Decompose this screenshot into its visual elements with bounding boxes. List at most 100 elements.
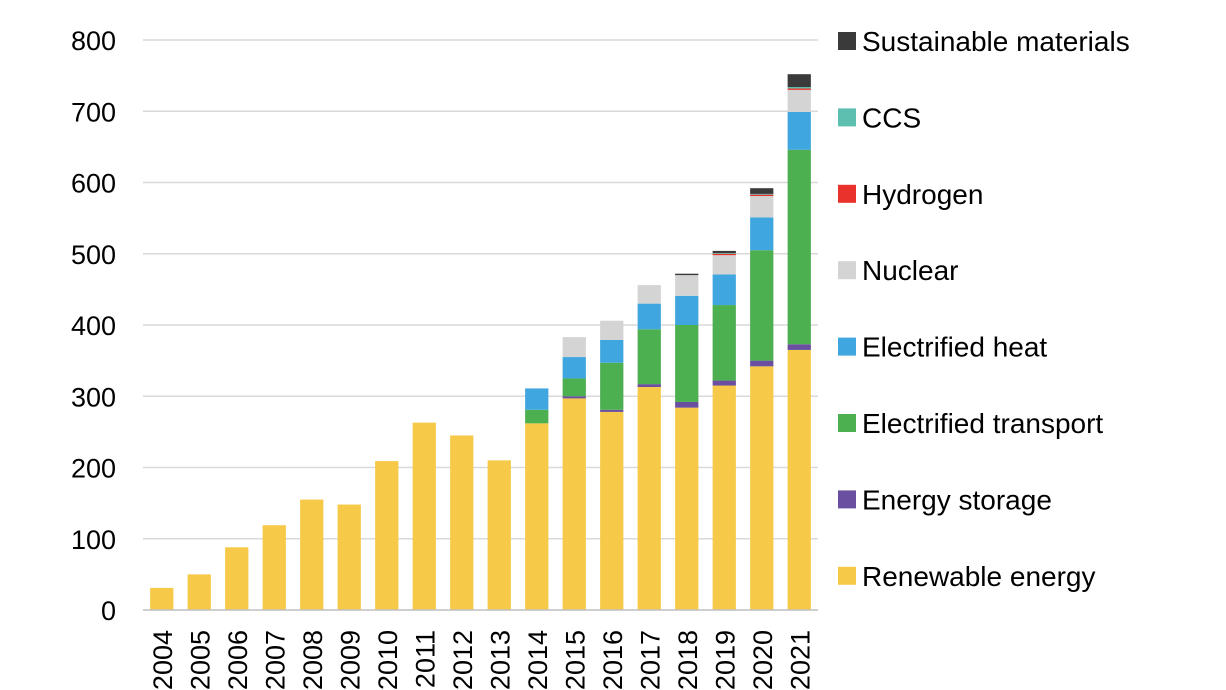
bar-2016-electrified-transport [600,362,624,410]
bar-2015-energy-storage [562,396,586,399]
bar-2014-electrified-transport [525,409,549,424]
bar-2020-nuclear [750,196,774,218]
bar-2019-electrified-transport [712,305,736,381]
bar-2021-electrified-heat [787,111,811,150]
legend-swatch [838,108,856,127]
bar-2014-renewable-energy [525,423,549,610]
bar-2012-renewable-energy [450,435,474,610]
bar-2020-sustainable-materials [750,188,774,194]
legend-label: Energy storage [862,484,1052,515]
bar-2020-renewable-energy [750,366,774,610]
bar-2020-electrified-heat [750,217,774,251]
bar-2015-nuclear [562,337,586,358]
bar-2017-nuclear [637,285,661,304]
legend-label: Hydrogen [862,179,983,210]
bar-stack-2016 [600,320,624,610]
bar-2021-hydrogen [787,88,811,90]
bar-stack-2006 [225,547,249,610]
legend-label: Electrified transport [862,408,1103,439]
bar-2005-renewable-energy [187,574,211,610]
bar-stack-2018 [675,273,699,610]
y-tick-label-400: 400 [71,311,116,341]
bar-2009-renewable-energy [337,504,361,610]
bar-2019-electrified-heat [712,274,736,306]
bar-stack-2009 [337,504,361,610]
legend-swatch [838,566,856,585]
x-tick-label-2013: 2013 [485,630,515,690]
bar-2015-electrified-transport [562,378,586,397]
bar-2017-electrified-transport [637,329,661,385]
y-tick-label-0: 0 [101,596,116,626]
bar-2018-nuclear [675,275,699,296]
bar-stack-2012 [450,435,474,610]
bar-stack-2005 [187,574,211,610]
y-tick-label-100: 100 [71,525,116,555]
x-tick-label-2017: 2017 [635,630,665,690]
bar-stack-2007 [262,525,286,610]
x-tick-label-2020: 2020 [748,630,778,690]
bar-stack-2010 [375,461,399,610]
bar-stack-2020 [750,188,774,610]
bar-2020-electrified-transport [750,250,774,361]
legend-item-nuclear: Nuclear [838,255,958,286]
bar-2021-nuclear [787,89,811,112]
bar-stack-2017 [637,285,661,610]
bar-2004-renewable-energy [150,587,174,610]
legend-item-energy-storage: Energy storage [838,484,1052,515]
bar-stack-2013 [487,460,511,610]
bar-2018-electrified-heat [675,295,699,325]
bar-2021-energy-storage [787,344,811,350]
bar-2020-energy-storage [750,360,774,367]
bar-2008-renewable-energy [300,499,324,610]
legend-swatch [838,261,856,280]
bar-2020-ccs [750,193,774,195]
bar-stack-2008 [300,499,324,610]
gridlines [143,39,818,540]
legend-label: Renewable energy [862,561,1096,592]
legend-item-sustainable-materials: Sustainable materials [838,26,1130,57]
bar-2019-energy-storage [712,380,736,386]
legend-swatch [838,184,856,203]
bar-stack-2011 [412,422,436,610]
bar-2019-hydrogen [712,253,736,256]
x-tick-label-2004: 2004 [148,630,178,690]
bar-2007-renewable-energy [262,525,286,610]
bar-stack-2004 [150,587,174,610]
legend-label: Nuclear [862,255,958,286]
bars [150,74,811,610]
bar-2019-ccs [712,253,736,254]
legend-label: Sustainable materials [862,26,1130,57]
legend-item-electrified-heat: Electrified heat [838,332,1047,363]
bar-2006-renewable-energy [225,547,249,610]
y-tick-label-700: 700 [71,97,116,127]
bar-2010-renewable-energy [375,461,399,610]
bar-2018-renewable-energy [675,407,699,610]
x-tick-label-2018: 2018 [673,630,703,690]
legend-item-ccs: CCS [838,102,921,133]
y-tick-label-800: 800 [71,26,116,56]
bar-2019-renewable-energy [712,385,736,610]
bar-2018-energy-storage [675,401,699,408]
bar-2016-energy-storage [600,409,624,412]
bar-2021-electrified-transport [787,149,811,345]
bar-2021-ccs [787,87,811,89]
y-tick-label-500: 500 [71,240,116,270]
y-tick-label-200: 200 [71,454,116,484]
bar-2018-electrified-transport [675,325,699,402]
bar-2018-sustainable-materials [675,273,699,276]
legend-item-hydrogen: Hydrogen [838,179,983,210]
bar-stack-2019 [712,250,736,610]
bar-2021-sustainable-materials [787,74,811,88]
x-tick-label-2011: 2011 [410,630,440,688]
legend-item-renewable-energy: Renewable energy [838,561,1096,592]
legend-label: Electrified heat [862,332,1047,363]
x-tick-label-2012: 2012 [448,630,478,690]
bar-2019-sustainable-materials [712,250,736,254]
x-tick-label-2021: 2021 [785,630,815,690]
bar-2020-hydrogen [750,194,774,197]
legend-swatch [838,337,856,356]
bar-2016-electrified-heat [600,339,624,363]
bar-2015-electrified-heat [562,357,586,379]
x-tick-label-2016: 2016 [598,630,628,690]
bar-2021-renewable-energy [787,349,811,610]
